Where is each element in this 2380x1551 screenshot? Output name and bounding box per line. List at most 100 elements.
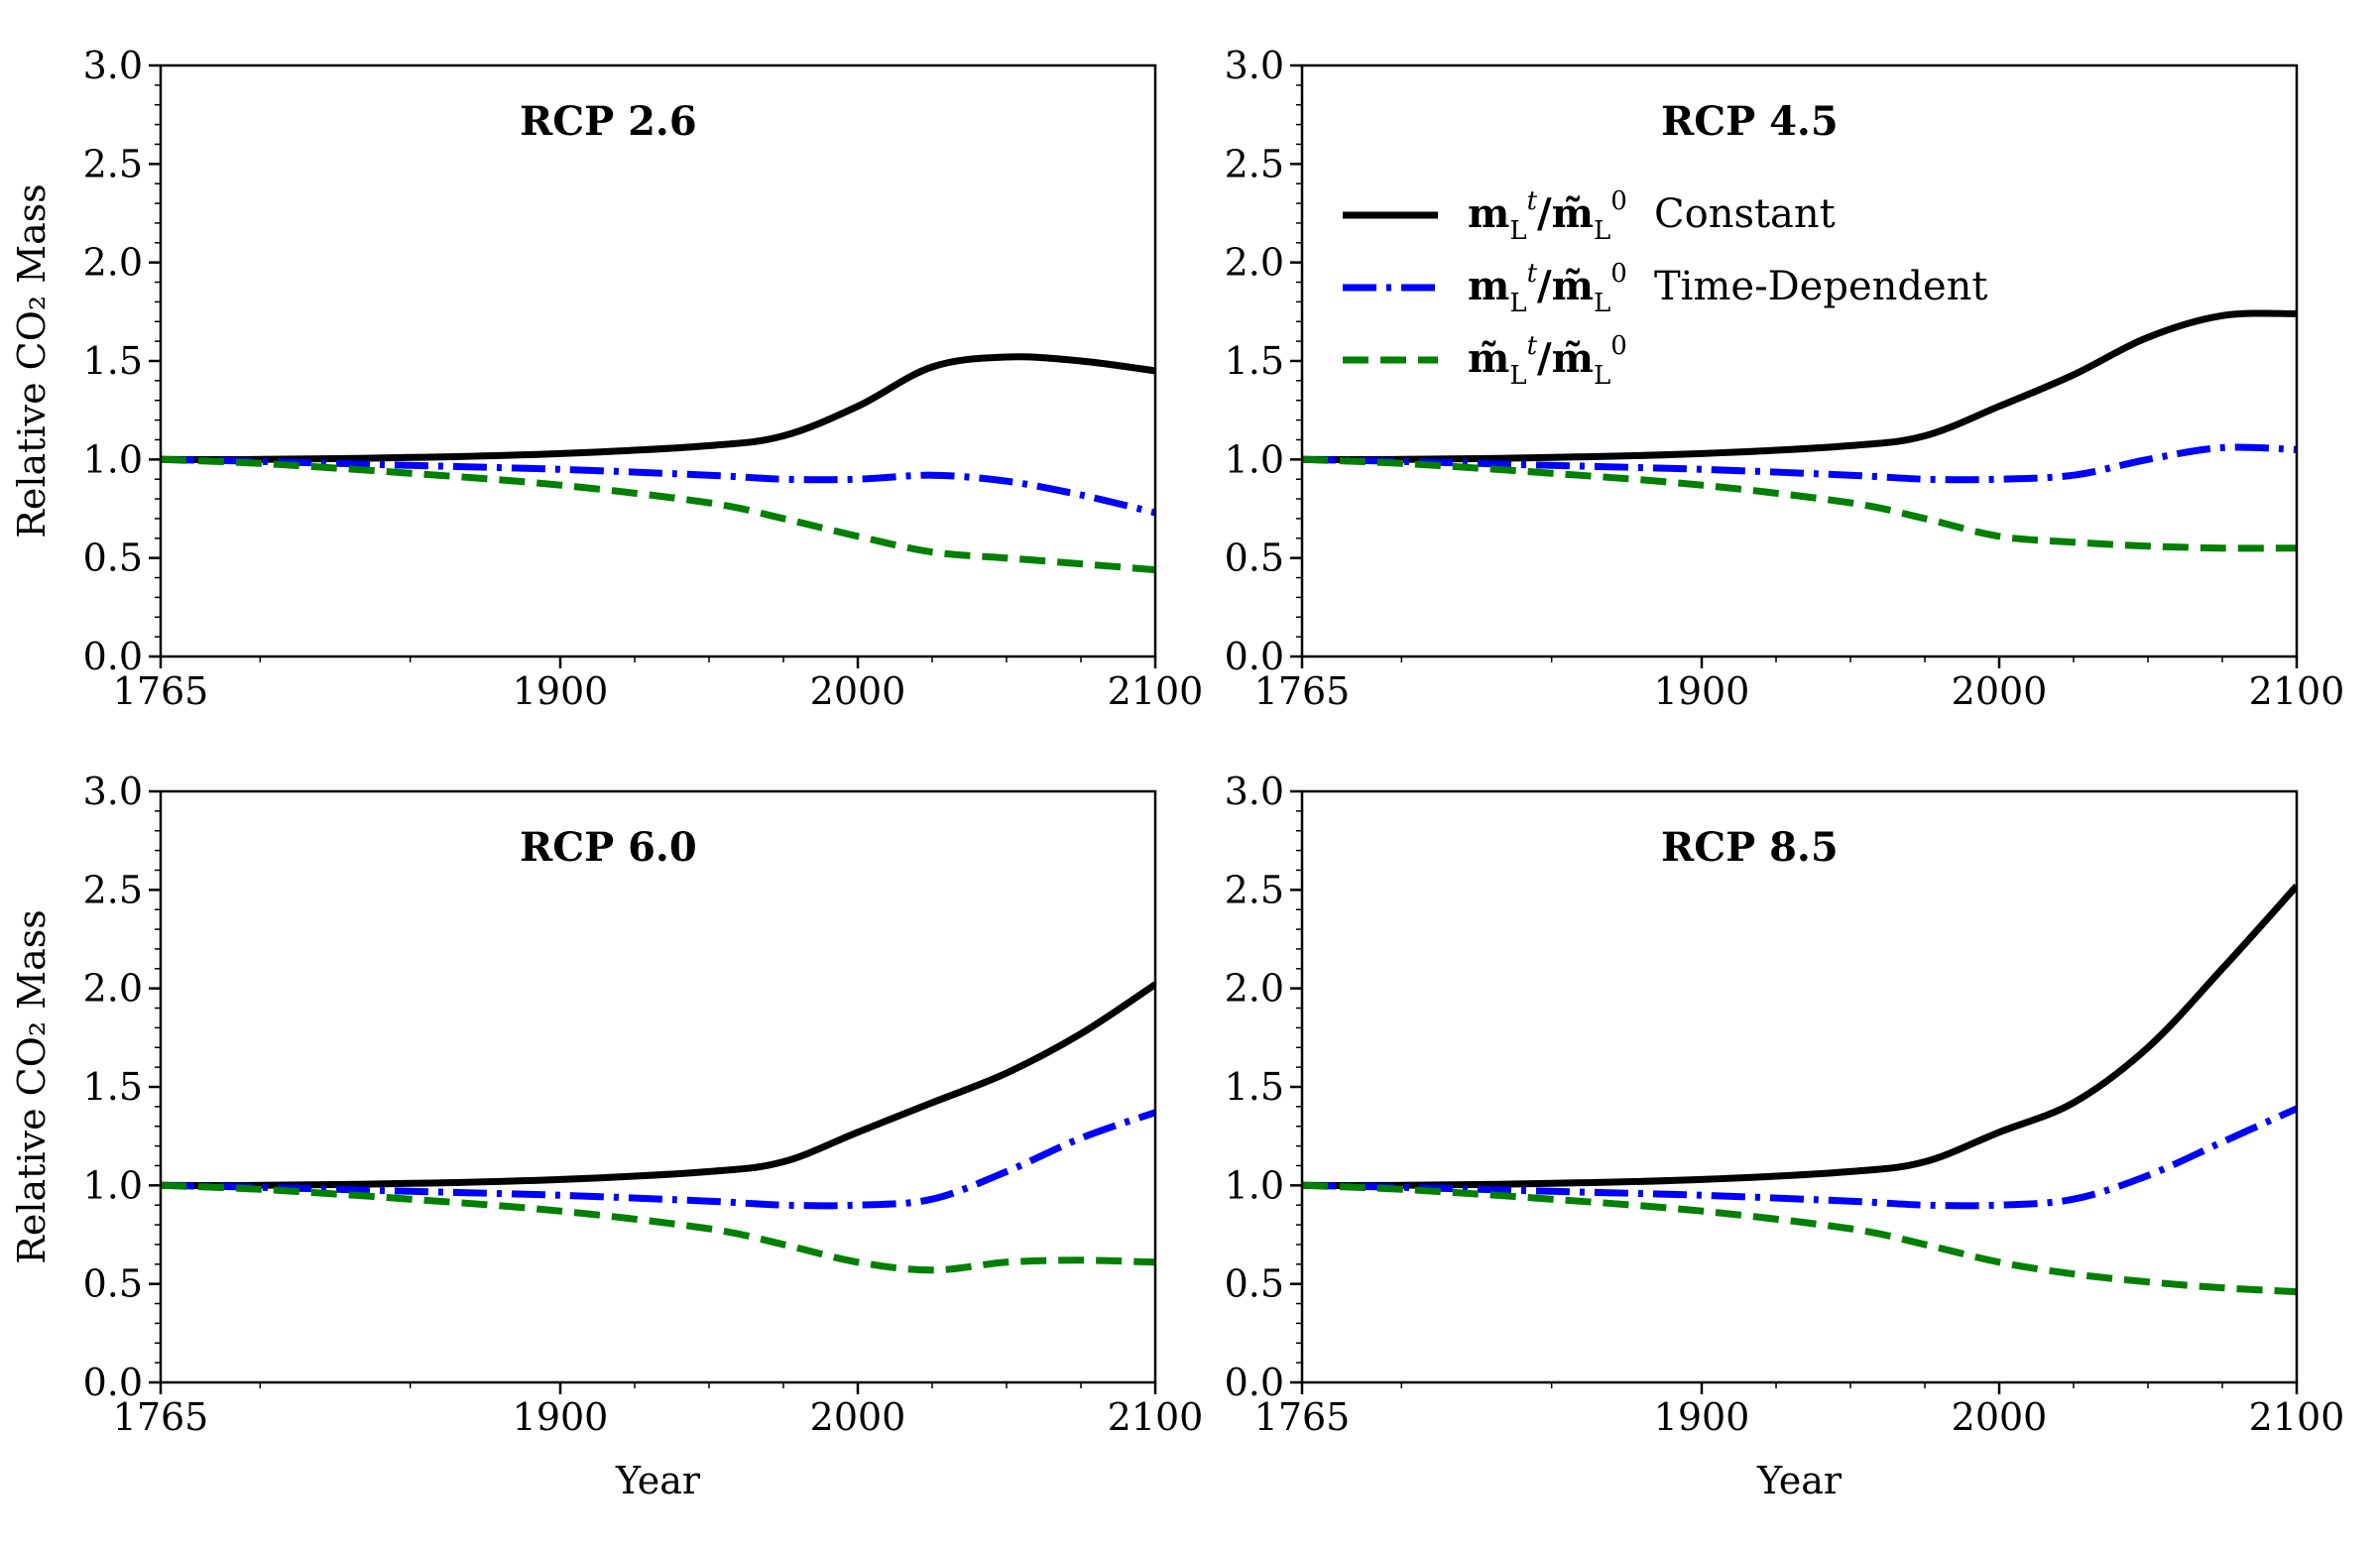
legend-math-part: m̃ — [1552, 263, 1594, 309]
y-tick-label: 0.0 — [83, 635, 143, 678]
legend-math-part: / — [1537, 263, 1552, 309]
legend-math-part: L — [1594, 361, 1610, 391]
y-tick-label: 0.0 — [83, 1361, 143, 1404]
legend-math-label: mLt/m̃L0 — [1468, 259, 1627, 318]
legend-math-part: / — [1537, 190, 1552, 237]
y-tick-label: 2.0 — [1225, 241, 1284, 285]
x-tick-label: 1900 — [513, 669, 609, 713]
x-tick-label: 2100 — [2249, 669, 2345, 713]
legend-math-part: t — [1527, 186, 1538, 216]
x-tick-label: 1900 — [1654, 669, 1750, 713]
y-tick-label: 2.5 — [1225, 868, 1284, 911]
legend-math-part: t — [1527, 331, 1538, 361]
panel-title: RCP 4.5 — [1661, 98, 1839, 145]
legend-math-part: t — [1527, 259, 1538, 289]
y-tick-label: 1.5 — [1225, 339, 1284, 383]
x-tick-label: 1765 — [113, 669, 209, 713]
legend-math-part: m̃ — [1552, 190, 1594, 237]
y-tick-label: 0.0 — [1225, 635, 1284, 678]
panel-1: 0.0 0.5 1.0 1.5 2.0 2.5 3.0 1765 1900 2000 2100 RCP… — [10, 44, 1203, 713]
y-tick-label: 2.0 — [83, 967, 143, 1011]
axes-frame — [159, 789, 1157, 1384]
legend-math-part: L — [1509, 216, 1526, 246]
axes-frame — [1300, 789, 2299, 1384]
y-tick-label: 0.5 — [83, 1262, 143, 1306]
axes-frame — [159, 63, 1157, 658]
x-tick-label: 2100 — [1108, 1395, 1204, 1439]
x-tick-label: 2000 — [1952, 1395, 2048, 1439]
panel-2: 0.0 0.5 1.0 1.5 2.0 2.5 3.0 1765 1900 2000 2100 RCP… — [1225, 44, 2345, 713]
legend-math-part: m — [1468, 263, 1509, 309]
y-tick-label: 1.0 — [1225, 1163, 1284, 1207]
legend-math-part: L — [1594, 289, 1610, 318]
legend-math-part: L — [1594, 216, 1610, 246]
y-tick-label: 0.0 — [1225, 1361, 1284, 1404]
y-tick-label: 3.0 — [1225, 770, 1284, 813]
panel-title: RCP 6.0 — [520, 824, 697, 871]
legend-label-constant: Constant — [1654, 191, 1836, 237]
legend-math-part: / — [1537, 335, 1552, 382]
series-line-3 — [1302, 1181, 2297, 1296]
legend-math-part: L — [1509, 289, 1526, 318]
y-tick-label: 1.0 — [1225, 437, 1284, 481]
y-tick-label: 2.5 — [83, 868, 143, 911]
x-tick-label: 1765 — [113, 1395, 209, 1439]
panel-title: RCP 8.5 — [1661, 824, 1839, 871]
series-line-1 — [1302, 884, 2297, 1189]
y-tick-label: 1.5 — [83, 339, 143, 383]
y-tick-label: 1.0 — [83, 1163, 143, 1207]
x-axis-label: Year — [1756, 1459, 1843, 1502]
series-line-3 — [161, 1181, 1155, 1274]
y-tick-label: 3.0 — [1225, 44, 1284, 87]
x-tick-label: 2000 — [1952, 669, 2048, 713]
x-tick-label: 1765 — [1254, 1395, 1351, 1439]
legend-math-part: m̃ — [1552, 335, 1594, 382]
y-axis-label: Relative CO₂ Mass — [10, 183, 54, 537]
x-axis-label: Year — [615, 1459, 701, 1502]
y-tick-label: 0.5 — [1225, 1262, 1284, 1306]
series-line-1 — [1302, 309, 2297, 463]
y-tick-label: 1.0 — [83, 437, 143, 481]
y-tick-label: 2.5 — [83, 142, 143, 185]
x-tick-label: 2100 — [1108, 669, 1204, 713]
legend-math-part: 0 — [1610, 186, 1627, 216]
series-line-1 — [161, 981, 1155, 1189]
series-line-2 — [1302, 1105, 2297, 1210]
x-tick-label: 2000 — [810, 1395, 906, 1439]
panel-4: 0.0 0.5 1.0 1.5 2.0 2.5 3.0 1765 1900 2000 2100 RCP… — [1225, 770, 2345, 1502]
panel-title: RCP 2.6 — [520, 98, 697, 145]
x-tick-label: 2100 — [2249, 1395, 2345, 1439]
legend-math-part: L — [1509, 361, 1526, 391]
legend-math-label: m̃Lt/m̃L0 — [1468, 331, 1627, 391]
y-tick-label: 0.5 — [1225, 537, 1284, 580]
series-line-1 — [161, 353, 1155, 463]
series-line-3 — [1302, 455, 2297, 552]
y-tick-label: 2.0 — [83, 241, 143, 285]
x-tick-label: 2000 — [810, 669, 906, 713]
y-tick-label: 1.5 — [1225, 1065, 1284, 1109]
x-tick-label: 1900 — [1654, 1395, 1750, 1439]
axes-frame — [1300, 63, 2299, 658]
series-line-2 — [161, 455, 1155, 517]
legend-math-part: m̃ — [1468, 335, 1509, 382]
y-tick-label: 1.5 — [83, 1065, 143, 1109]
legend-math-part: 0 — [1610, 331, 1627, 361]
x-tick-label: 1900 — [513, 1395, 609, 1439]
legend-math-part: m — [1468, 190, 1509, 237]
legend-math-part: 0 — [1610, 259, 1627, 289]
panel-3: 0.0 0.5 1.0 1.5 2.0 2.5 3.0 1765 1900 2000 2100 RCP… — [10, 770, 1203, 1502]
legend: mLt/m̃L0mLt/m̃L0m̃Lt/m̃L0ConstantTime-De… — [1343, 186, 1987, 391]
y-tick-label: 2.0 — [1225, 967, 1284, 1011]
legend-label-time-dependent: Time-Dependent — [1654, 264, 1987, 309]
series-line-2 — [161, 1109, 1155, 1210]
series-line-2 — [1302, 443, 2297, 484]
series-line-3 — [161, 455, 1155, 574]
x-tick-label: 1765 — [1254, 669, 1351, 713]
y-tick-label: 0.5 — [83, 537, 143, 580]
legend-math-label: mLt/m̃L0 — [1468, 186, 1627, 246]
y-tick-label: 3.0 — [83, 770, 143, 813]
y-axis-label: Relative CO₂ Mass — [10, 909, 54, 1263]
y-tick-label: 3.0 — [83, 44, 143, 87]
